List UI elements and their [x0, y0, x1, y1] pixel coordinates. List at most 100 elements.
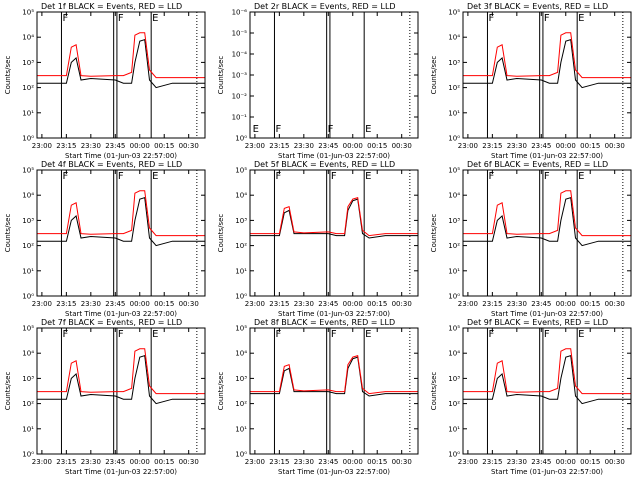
y-tick-label: 10⁻²: [232, 93, 248, 101]
x-tick-label: 00:30: [392, 300, 412, 308]
x-axis-label: Start Time (01-Jun-03 22:57:00): [278, 468, 390, 476]
segment-marker-label: F: [488, 171, 494, 182]
x-tick-label: 23:00: [458, 458, 478, 466]
y-tick-label: 10³: [22, 217, 34, 225]
y-tick-label: 10⁴: [22, 34, 34, 42]
y-tick-label: 10⁰: [448, 135, 460, 143]
series-line-lld: [37, 348, 205, 395]
y-tick-label: 10⁰: [448, 293, 460, 301]
chart-title: Det 7f BLACK = Events, RED = LLD: [41, 318, 182, 327]
chart-title: Det 5f BLACK = Events, RED = LLD: [254, 160, 395, 169]
segment-marker-label: E: [365, 329, 371, 340]
segment-marker-label: F: [118, 329, 124, 340]
x-tick-label: 23:00: [32, 458, 52, 466]
segment-marker-label: F: [331, 171, 337, 182]
x-tick-label: 23:00: [32, 300, 52, 308]
x-tick-label: 23:45: [531, 458, 551, 466]
x-tick-label: 23:45: [105, 142, 125, 150]
y-axis-label: Counts/sec: [217, 56, 225, 95]
segment-marker-label: E: [152, 13, 158, 24]
x-tick-label: 00:15: [580, 300, 600, 308]
y-tick-label: 10⁰: [22, 451, 34, 459]
y-tick-label: 10⁰: [235, 293, 247, 301]
x-axis-label: Start Time (01-Jun-03 22:57:00): [278, 310, 390, 318]
x-tick-label: 23:45: [318, 458, 338, 466]
x-tick-label: 00:15: [154, 142, 174, 150]
y-tick-label: 10³: [235, 217, 247, 225]
series-line-lld: [463, 348, 631, 395]
segment-marker-label: F: [488, 13, 494, 24]
plot-frame: [249, 11, 419, 139]
x-tick-label: 23:30: [294, 142, 314, 150]
x-tick-label: 23:15: [482, 142, 502, 150]
segment-marker-label: F: [118, 171, 124, 182]
y-tick-label: 10⁰: [22, 293, 34, 301]
y-tick-label: 10⁵: [448, 167, 460, 175]
x-tick-label: 00:15: [580, 458, 600, 466]
x-tick-label: 23:00: [245, 300, 265, 308]
chart-panel-9: Det 9f BLACK = Events, RED = LLD Counts/s…: [430, 318, 632, 476]
x-tick-label: 00:30: [605, 142, 625, 150]
y-tick-label: 10²: [235, 242, 247, 250]
y-axis-label: Counts/sec: [217, 214, 225, 253]
x-tick-label: 23:15: [269, 142, 289, 150]
x-axis-label: Start Time (01-Jun-03 22:57:00): [491, 152, 603, 160]
y-axis-label: Counts/sec: [4, 214, 12, 253]
segment-marker-label: F: [544, 171, 550, 182]
y-axis-label: Counts/sec: [4, 56, 12, 95]
y-tick-label: 10⁴: [235, 350, 247, 358]
x-axis-label: Start Time (01-Jun-03 22:57:00): [65, 152, 177, 160]
y-tick-label: 10¹: [448, 267, 460, 275]
x-tick-label: 23:15: [269, 300, 289, 308]
segment-marker-label: E: [152, 171, 158, 182]
y-tick-label: 10²: [448, 84, 460, 92]
plot-frame: [36, 169, 206, 297]
y-tick-label: 10³: [235, 375, 247, 383]
chart-panel-4: Det 4f BLACK = Events, RED = LLD Counts/s…: [4, 160, 206, 318]
plot-frame: [462, 169, 632, 297]
segment-marker-label: F: [488, 329, 494, 340]
series-line-events: [37, 38, 205, 89]
chart-panel-6: Det 6f BLACK = Events, RED = LLD Counts/s…: [430, 160, 632, 318]
series-line-events: [37, 196, 205, 247]
segment-marker-label: E: [578, 13, 584, 24]
plot-frame: [249, 327, 419, 455]
y-tick-label: 10¹: [448, 109, 460, 117]
x-tick-label: 23:00: [245, 458, 265, 466]
y-tick-label: 10⁻¹: [232, 114, 248, 122]
x-tick-label: 00:00: [556, 458, 576, 466]
series-line-lld: [250, 196, 418, 237]
x-tick-label: 00:15: [154, 300, 174, 308]
x-tick-label: 23:45: [105, 300, 125, 308]
x-axis-label: Start Time (01-Jun-03 22:57:00): [278, 152, 390, 160]
y-tick-label: 10⁵: [22, 167, 34, 175]
y-tick-label: 10⁻⁶: [232, 9, 248, 17]
x-tick-label: 23:00: [458, 300, 478, 308]
plot-frame: [36, 11, 206, 139]
y-tick-label: 10³: [22, 375, 34, 383]
x-tick-label: 23:15: [56, 300, 76, 308]
segment-marker-label: E: [253, 124, 259, 135]
y-tick-label: 10¹: [235, 267, 247, 275]
y-tick-label: 10²: [22, 242, 34, 250]
y-tick-label: 10¹: [22, 267, 34, 275]
segment-marker-label: E: [578, 329, 584, 340]
x-tick-label: 00:00: [556, 142, 576, 150]
y-tick-label: 10³: [22, 59, 34, 67]
x-tick-label: 23:30: [507, 300, 527, 308]
x-tick-label: 23:15: [482, 458, 502, 466]
y-axis-label: Counts/sec: [217, 372, 225, 411]
y-tick-label: 10³: [448, 375, 460, 383]
y-axis-label: Counts/sec: [430, 372, 438, 411]
x-tick-label: 23:45: [318, 142, 338, 150]
chart-title: Det 2r BLACK = Events, RED = LLD: [254, 2, 396, 11]
series-line-events: [463, 354, 631, 405]
y-tick-label: 10¹: [235, 425, 247, 433]
y-tick-label: 10⁵: [22, 325, 34, 333]
chart-title: Det 9f BLACK = Events, RED = LLD: [467, 318, 608, 327]
x-axis-label: Start Time (01-Jun-03 22:57:00): [491, 468, 603, 476]
series-line-lld: [463, 32, 631, 79]
chart-panel-3: Det 3f BLACK = Events, RED = LLD Counts/s…: [430, 2, 632, 160]
x-tick-label: 00:15: [367, 458, 387, 466]
x-tick-label: 00:00: [343, 458, 363, 466]
